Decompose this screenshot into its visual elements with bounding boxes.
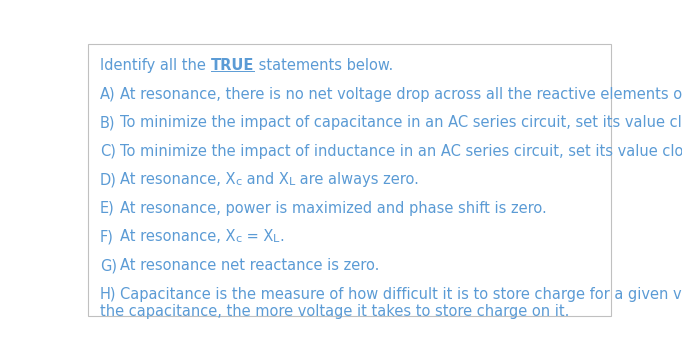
Text: B): B) bbox=[100, 115, 115, 130]
Text: c: c bbox=[236, 177, 242, 187]
Text: To minimize the impact of capacitance in an AC series circuit, set its value clo: To minimize the impact of capacitance in… bbox=[120, 115, 682, 130]
Text: G): G) bbox=[100, 258, 117, 273]
Text: Capacitance is the measure of how difficult it is to store charge for a given vo: Capacitance is the measure of how diffic… bbox=[120, 287, 682, 302]
Text: TRUE: TRUE bbox=[211, 58, 254, 73]
Text: L: L bbox=[273, 235, 280, 245]
Text: L: L bbox=[288, 177, 295, 187]
Text: E): E) bbox=[100, 201, 115, 216]
Text: At resonance, X: At resonance, X bbox=[120, 230, 236, 245]
Text: At resonance, power is maximized and phase shift is zero.: At resonance, power is maximized and pha… bbox=[120, 201, 547, 216]
Text: At resonance net reactance is zero.: At resonance net reactance is zero. bbox=[120, 258, 379, 273]
Text: At resonance, X: At resonance, X bbox=[120, 172, 236, 187]
Text: D): D) bbox=[100, 172, 117, 187]
Text: C): C) bbox=[100, 144, 116, 159]
Text: statements below.: statements below. bbox=[254, 58, 394, 73]
Text: and X: and X bbox=[242, 172, 288, 187]
Text: To minimize the impact of inductance in an AC series circuit, set its value clos: To minimize the impact of inductance in … bbox=[120, 144, 682, 159]
Text: A): A) bbox=[100, 86, 116, 101]
Text: .: . bbox=[280, 230, 284, 245]
Text: Identify all the: Identify all the bbox=[100, 58, 211, 73]
Text: F): F) bbox=[100, 230, 114, 245]
Text: c: c bbox=[236, 235, 242, 245]
Text: At resonance, there is no net voltage drop across all the reactive elements of t: At resonance, there is no net voltage dr… bbox=[120, 86, 682, 101]
Text: the capacitance, the more voltage it takes to store charge on it.: the capacitance, the more voltage it tak… bbox=[100, 304, 569, 319]
Text: are always zero.: are always zero. bbox=[295, 172, 419, 187]
Text: = X: = X bbox=[242, 230, 273, 245]
Text: H): H) bbox=[100, 287, 117, 302]
